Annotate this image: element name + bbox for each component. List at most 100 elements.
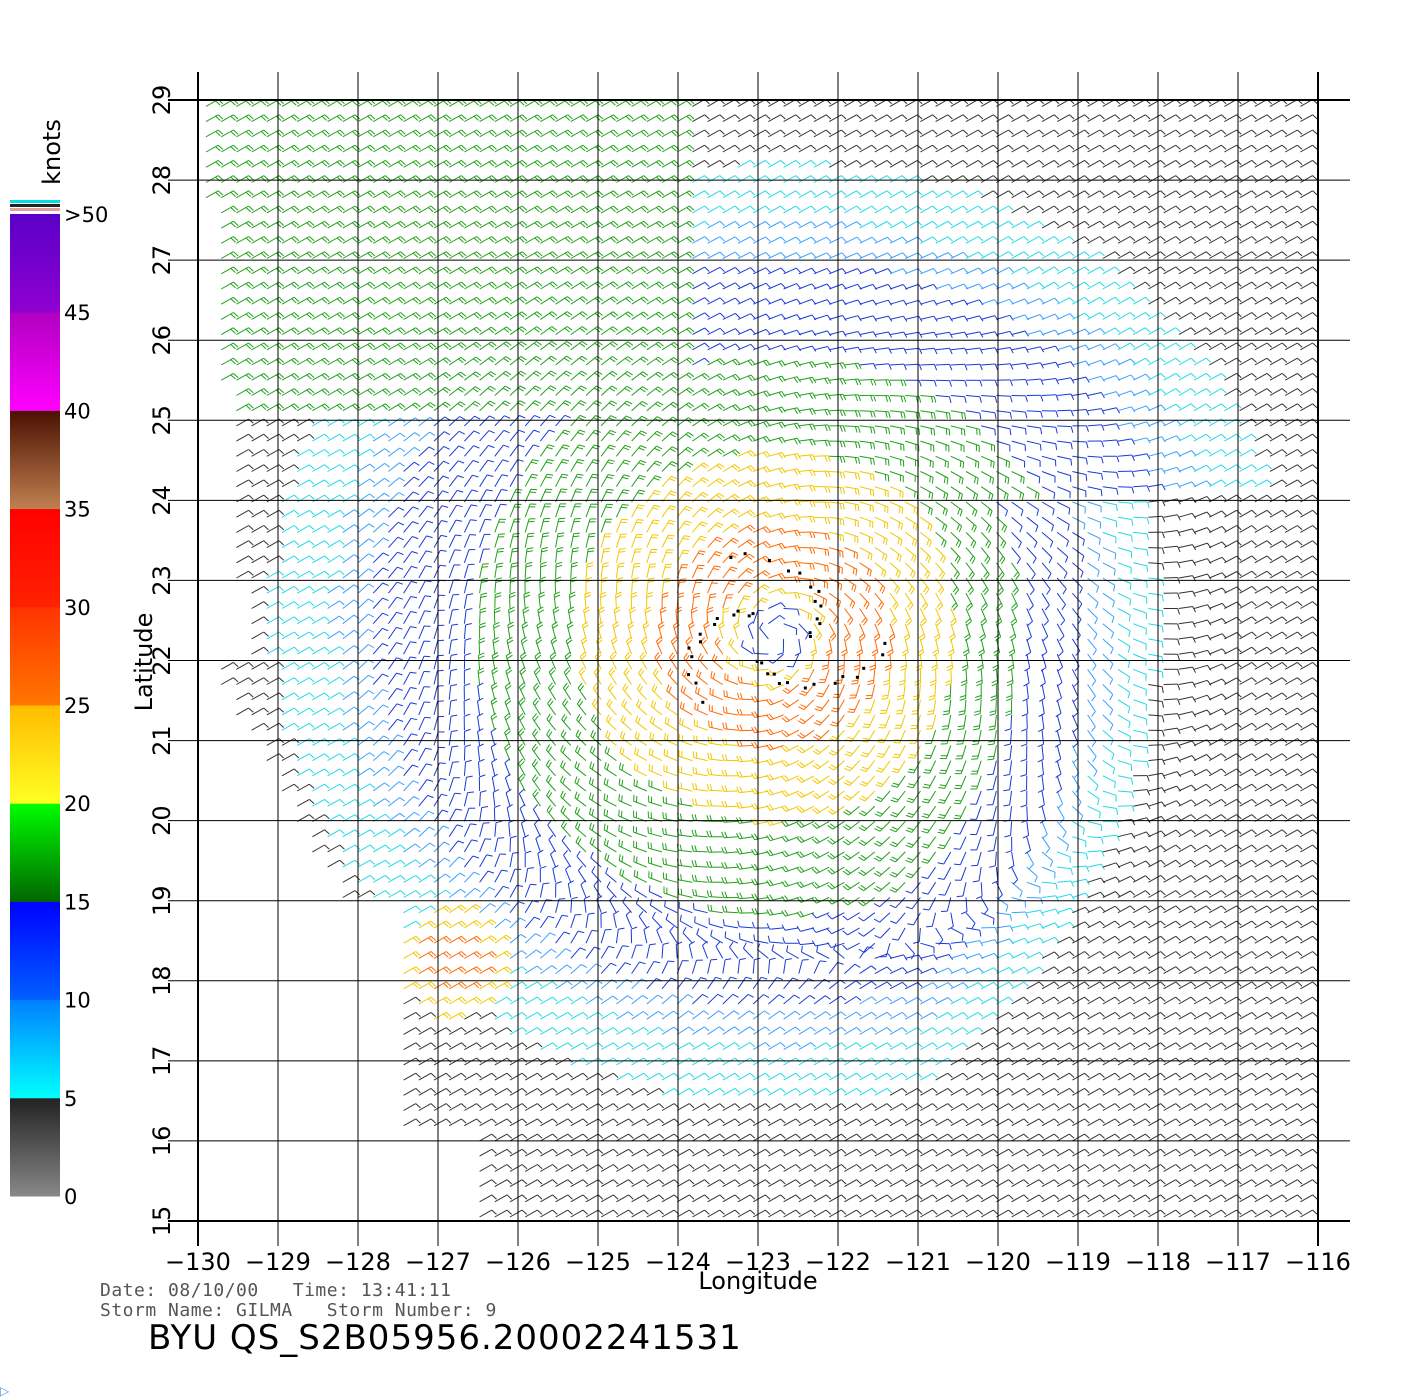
wind-barb [893, 730, 905, 743]
wind-barb [782, 881, 799, 887]
wind-barb [1026, 639, 1031, 656]
wind-barb [297, 739, 314, 746]
wind-barb [1072, 997, 1089, 1004]
wind-barb [905, 609, 911, 626]
wind-barb [616, 963, 631, 974]
wind-barb [920, 1104, 937, 1111]
wind-barb [1007, 669, 1013, 686]
wind-barb [312, 678, 329, 685]
wind-barb [814, 1104, 831, 1111]
wind-barb [767, 909, 784, 915]
wind-barb [1042, 909, 1059, 914]
wind-barb [614, 911, 620, 928]
wind-barb [890, 1058, 907, 1065]
wind-barb [1194, 1119, 1211, 1126]
wind-barb [1179, 1073, 1196, 1080]
wind-barb [692, 978, 706, 989]
wind-barb [585, 592, 591, 609]
wind-barb [480, 1119, 497, 1126]
wind-barb [343, 600, 359, 609]
wind-barb [1103, 1073, 1120, 1080]
wind-barb [1088, 730, 1096, 747]
wind-barb [693, 751, 707, 760]
wind-barb [1285, 1119, 1302, 1126]
wind-barb [649, 796, 662, 807]
wind-barb [723, 1149, 740, 1156]
wind-barb [434, 763, 446, 776]
wind-barb [1133, 593, 1147, 603]
wind-barb [604, 809, 616, 822]
wind-barb [419, 626, 431, 639]
wind-barb [1224, 860, 1241, 867]
wind-barb [343, 860, 360, 867]
wind-barb [860, 947, 874, 959]
wind-barb [1224, 1165, 1241, 1172]
wind-barb [692, 1058, 709, 1065]
wind-barb [628, 622, 634, 639]
wind-barb [1133, 1043, 1150, 1050]
wind-barb [388, 612, 402, 623]
wind-barb [506, 789, 511, 806]
wind-barb [708, 552, 722, 563]
wind-barb [738, 693, 754, 700]
wind-barb [328, 616, 345, 624]
wind-barb [1027, 1088, 1044, 1095]
wind-barb [814, 1180, 831, 1187]
wind-barb [495, 1088, 512, 1095]
wind-barb [1003, 791, 1011, 806]
wind-barb [1088, 837, 1104, 844]
wind-barb [784, 669, 799, 680]
wind-barb [844, 624, 850, 641]
wind-barb [752, 680, 769, 686]
wind-barb [586, 1149, 603, 1156]
wind-barb [691, 607, 697, 623]
wind-barb [1027, 924, 1044, 929]
wind-barb [1240, 1028, 1257, 1035]
wind-barb [312, 662, 329, 669]
wind-barb [1040, 669, 1045, 686]
wind-barb [647, 1073, 664, 1080]
wind-barb [388, 627, 402, 639]
wind-barb [996, 1012, 1013, 1019]
wind-barb [282, 602, 299, 609]
wind-barb [797, 852, 814, 858]
wind-barb [1285, 875, 1302, 882]
wind-barb [951, 563, 960, 579]
wind-barb [663, 828, 678, 837]
wind-barb [966, 1043, 983, 1050]
wind-barb [494, 622, 500, 639]
wind-barb [1148, 578, 1163, 586]
wind-barb [829, 745, 845, 755]
wind-barb [449, 746, 458, 761]
wind-barb [404, 781, 419, 791]
wind-barb [858, 913, 874, 921]
wind-barb [1209, 1088, 1226, 1095]
wind-barb [799, 1104, 816, 1111]
wind-barb [885, 654, 891, 670]
wind-barb [522, 622, 528, 639]
wind-barb [1072, 879, 1089, 884]
wind-barb [1038, 745, 1044, 762]
wind-barb [767, 865, 784, 871]
wind-barb [601, 577, 607, 593]
wind-barb [1133, 1180, 1150, 1187]
wind-barb [641, 637, 647, 654]
wind-barb [1022, 806, 1028, 822]
wind-barb [571, 1195, 588, 1202]
wind-barb [449, 1043, 466, 1050]
wind-barb [1148, 788, 1165, 793]
wind-barb [875, 1073, 892, 1080]
wind-barb [971, 761, 982, 774]
wind-barb [844, 609, 853, 625]
wind-barb [604, 839, 616, 852]
wind-barb [571, 1104, 588, 1111]
wind-barb [505, 728, 511, 745]
wind-barb [753, 571, 770, 578]
wind-barb [1133, 891, 1150, 898]
wind-barb [707, 831, 723, 837]
wind-barb [510, 869, 521, 882]
wind-barb [1088, 878, 1105, 883]
wind-barb [799, 1073, 816, 1080]
wind-barb [404, 657, 417, 669]
wind-barb [1240, 860, 1257, 867]
